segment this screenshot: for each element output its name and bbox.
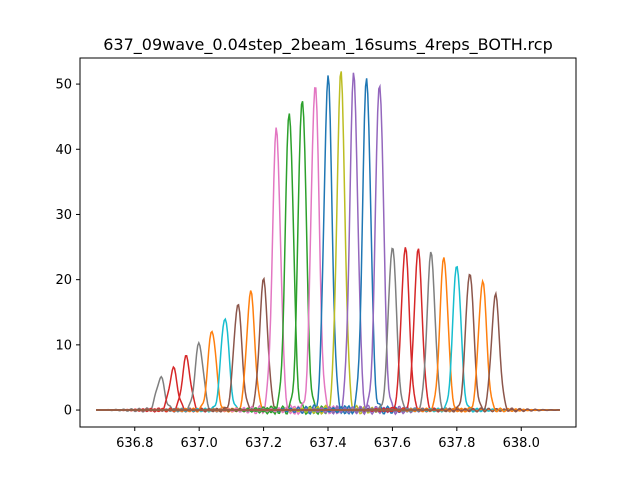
- y-tick-label: 0: [64, 404, 72, 419]
- x-tick-label: 638.0: [503, 436, 540, 451]
- y-tick-label: 30: [55, 208, 72, 223]
- x-tick-label: 637.0: [181, 436, 218, 451]
- x-tick-label: 636.8: [116, 436, 153, 451]
- x-tick-label: 637.8: [438, 436, 475, 451]
- y-axis: 0 10 20 30 40 50: [55, 78, 80, 419]
- y-tick-label: 20: [55, 273, 72, 288]
- series-line-27: [96, 290, 560, 413]
- y-tick-label: 10: [55, 338, 72, 353]
- x-axis: 636.8 637.0 637.2 637.4 637.6 637.8 638.0: [116, 427, 540, 451]
- plot-area: [79, 57, 577, 428]
- series-lines: [96, 71, 560, 416]
- x-tick-label: 637.6: [374, 436, 411, 451]
- x-tick-label: 637.4: [309, 436, 346, 451]
- y-tick-label: 50: [55, 78, 72, 93]
- y-tick-label: 40: [55, 143, 72, 158]
- x-tick-label: 637.2: [245, 436, 282, 451]
- chart-title: 637_09wave_0.04step_2beam_16sums_4reps_B…: [103, 35, 552, 55]
